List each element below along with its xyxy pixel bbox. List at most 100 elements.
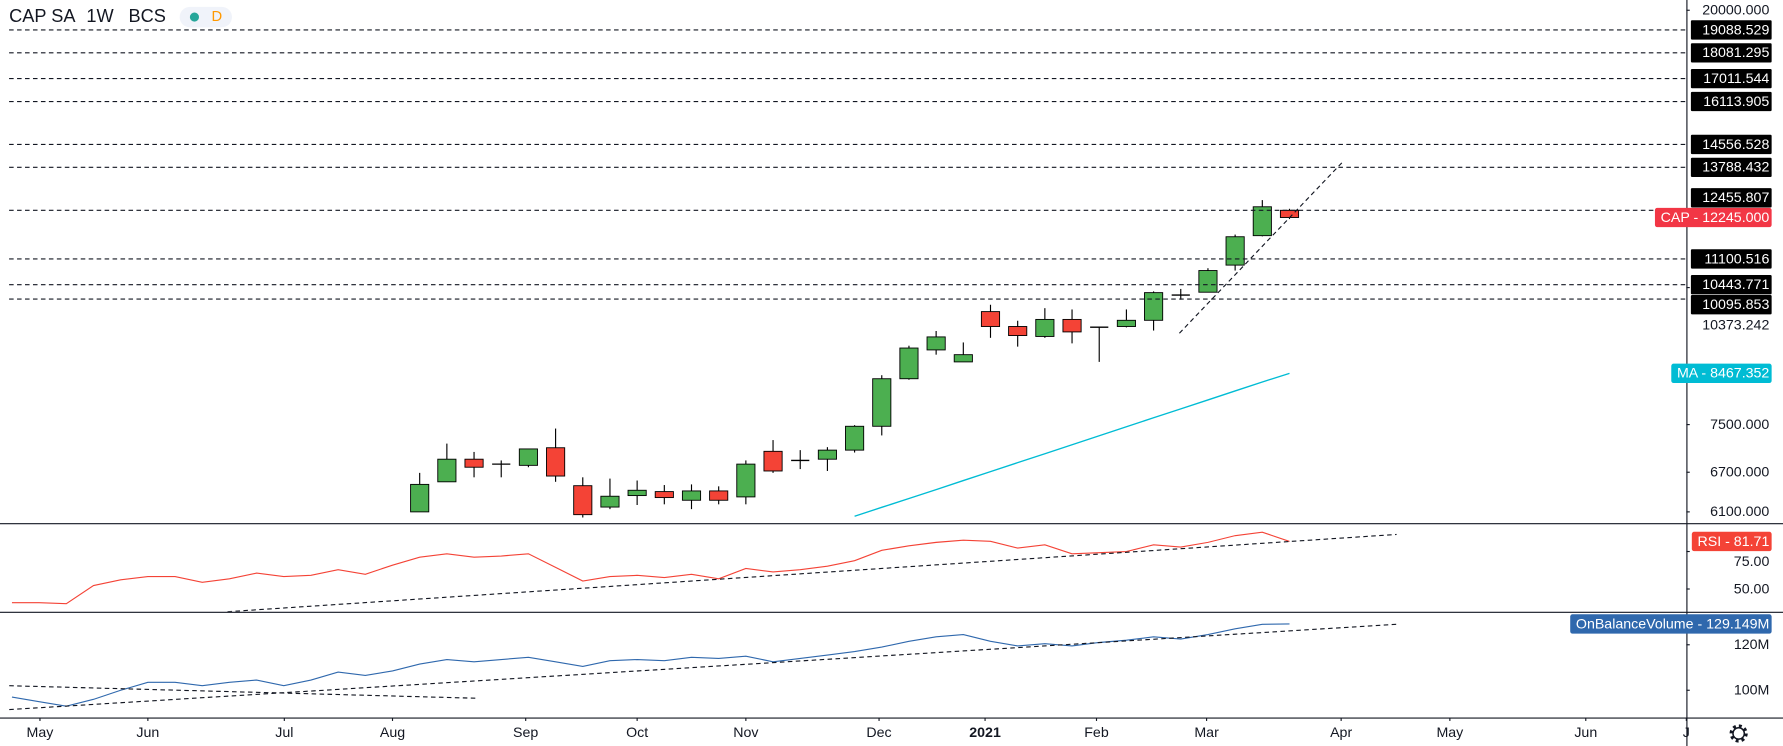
x-tick-label: 2021 (969, 725, 1001, 741)
candle-body (709, 490, 729, 501)
level-label: 18081.295 (1702, 45, 1769, 61)
settings-icon[interactable] (1729, 724, 1748, 743)
gear-ring (1732, 727, 1746, 740)
candle-body (980, 311, 1001, 327)
candle-body (1116, 319, 1136, 327)
indicator-line (11, 623, 1290, 707)
candle-body (600, 495, 620, 508)
candle-body (899, 347, 919, 380)
level-label: 17011.544 (1703, 71, 1769, 87)
status-badge[interactable] (179, 6, 232, 28)
level-label: 10443.771 (1702, 277, 1769, 293)
x-tick-label: Aug (380, 725, 405, 741)
price-tag: OnBalanceVolume - 129.149M (1576, 616, 1769, 632)
status-dot (189, 12, 199, 22)
interval: 1W (86, 6, 114, 26)
axes: CAP - 12245.000 MA - 8467.352 19088.529 180… (27, 3, 1772, 741)
level-label: 14556.528 (1702, 137, 1769, 153)
candle-body (437, 458, 457, 483)
candle-body (627, 489, 647, 497)
candle-body (872, 378, 892, 427)
x-tick-label: Sep (513, 725, 538, 741)
x-tick-label: Nov (733, 725, 759, 741)
x-tick-label: Mar (1194, 725, 1219, 741)
level-label-box (1690, 20, 1772, 40)
x-tick-label: May (1436, 725, 1464, 741)
candle-body (573, 485, 593, 516)
y-tick-label: 7500.000 (1710, 417, 1769, 433)
candle-body (1252, 206, 1272, 237)
rsi-pane (11, 531, 1397, 612)
level-label-box (1690, 275, 1772, 295)
x-tick-label: Jul (275, 725, 293, 741)
y-tick-label: 75.00 (1734, 554, 1770, 570)
candle-body (518, 448, 538, 466)
price-tag-box (1570, 614, 1772, 634)
level-label: 19088.529 (1702, 22, 1769, 38)
indicator-line (11, 531, 1290, 605)
x-tick-label: J (1683, 725, 1690, 741)
y-tick-label: 100M (1734, 683, 1770, 699)
candle-body (1035, 318, 1055, 337)
y-tick-label: 10373.242 (1702, 317, 1769, 333)
x-tick-label: Jun (136, 725, 159, 741)
candle-body (953, 354, 973, 363)
obv-pane (9, 623, 1397, 711)
level-label-box (1690, 249, 1772, 269)
level-label-box (1690, 295, 1772, 315)
level-label: 10095.853 (1702, 297, 1769, 313)
level-label-box (1690, 43, 1772, 63)
y-tick-label: 20000.000 (1702, 3, 1769, 19)
x-tick-label: Feb (1084, 725, 1109, 741)
level-label-box (1690, 188, 1772, 208)
candle-body (1144, 292, 1164, 321)
level-label-box (1690, 68, 1772, 89)
price-tag: RSI - 81.71 (1698, 534, 1770, 550)
candle-body (845, 425, 865, 451)
candle-body (1008, 326, 1028, 336)
x-tick-label: May (27, 725, 55, 741)
price-tag: CAP - 12245.000 (1661, 210, 1770, 226)
candle-body (1198, 270, 1218, 293)
candle-body (1062, 318, 1082, 333)
candle-body (464, 458, 484, 468)
badge-text: D (212, 9, 223, 25)
x-tick-label: Oct (626, 725, 648, 741)
x-tick-label: Dec (866, 725, 891, 741)
trend-line (9, 623, 1397, 711)
price-tag-box (1654, 207, 1772, 228)
price-tag: MA - 8467.352 (1677, 366, 1769, 382)
x-tick-label: Apr (1330, 725, 1352, 741)
price-tag-box (1671, 363, 1772, 384)
y-tick-label: 120M (1734, 637, 1770, 653)
trend-line (9, 685, 476, 699)
candle-body (410, 483, 430, 513)
gear-teeth (1729, 724, 1748, 743)
x-tick-label: Jun (1574, 725, 1597, 741)
exchange: BCS (128, 6, 165, 26)
level-label: 16113.905 (1703, 94, 1769, 110)
y-tick-label: 6700.000 (1710, 465, 1769, 481)
candle-body (763, 450, 783, 472)
y-tick-label: 6100.000 (1710, 504, 1769, 520)
level-label-box (1690, 157, 1772, 178)
price-tag-box (1691, 531, 1772, 552)
moving-average-line (854, 372, 1290, 517)
y-tick-label: 50.00 (1734, 581, 1770, 597)
candle-body (654, 491, 674, 499)
level-label-box (1690, 91, 1772, 112)
candle-body (546, 447, 566, 477)
level-label-box (1690, 134, 1772, 155)
candle-body (1225, 236, 1245, 266)
level-label: 12455.807 (1702, 190, 1769, 206)
symbol: CAP SA (9, 6, 76, 26)
candle-body (926, 336, 946, 351)
level-label: 13788.432 (1702, 160, 1769, 176)
candle-body (817, 449, 837, 460)
candle-body (736, 463, 756, 498)
price-pane (9, 29, 1687, 518)
candle-body (681, 490, 702, 501)
